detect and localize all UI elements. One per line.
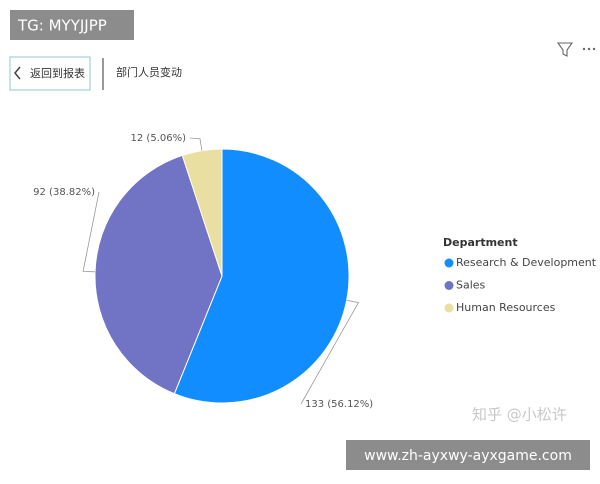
- back-button-box[interactable]: [9, 56, 91, 91]
- legend-marker: [444, 281, 454, 290]
- back-icon[interactable]: [14, 66, 21, 80]
- leader-line: [82, 191, 100, 273]
- pie-slice: [181, 148, 223, 277]
- dot[interactable]: [582, 47, 586, 51]
- legend: Research & Development Sales Human Resourc…: [444, 256, 597, 314]
- data-label: 92 (38.82%): [33, 187, 95, 198]
- back-button[interactable]: 返回到报表: [9, 56, 91, 91]
- back-label[interactable]: 返回到报表: [30, 66, 85, 80]
- more-icon[interactable]: [582, 47, 596, 51]
- legend-label: Human Resources: [456, 301, 556, 314]
- tag-box: [10, 10, 134, 40]
- data-label: 12 (5.06%): [131, 133, 187, 144]
- legend-title: Department: [443, 236, 518, 249]
- legend-label: Sales: [456, 279, 486, 292]
- footer-url: www.zh-ayxwy-ayxgame.com: [364, 448, 572, 464]
- footer-box: [346, 440, 590, 470]
- legend-marker: [444, 303, 454, 313]
- page-title: 部门人员变动: [116, 65, 182, 79]
- legend-label: Research & Development: [456, 256, 597, 269]
- watermark: 知乎 @小松许: [472, 406, 567, 424]
- dot[interactable]: [592, 47, 596, 51]
- dot[interactable]: [587, 47, 591, 51]
- data-label: 133 (56.12%): [305, 399, 373, 410]
- tag: TG: MYYJJPP: [17, 17, 107, 35]
- leader-line: [189, 137, 203, 151]
- leader-line: [300, 299, 360, 405]
- pie-slice: [94, 154, 223, 395]
- legend-marker: [444, 258, 454, 268]
- filter-icon[interactable]: [556, 42, 574, 57]
- pie-chart: 133 (56.12%) 92 (38.82%) 12 (5.06%): [33, 133, 373, 410]
